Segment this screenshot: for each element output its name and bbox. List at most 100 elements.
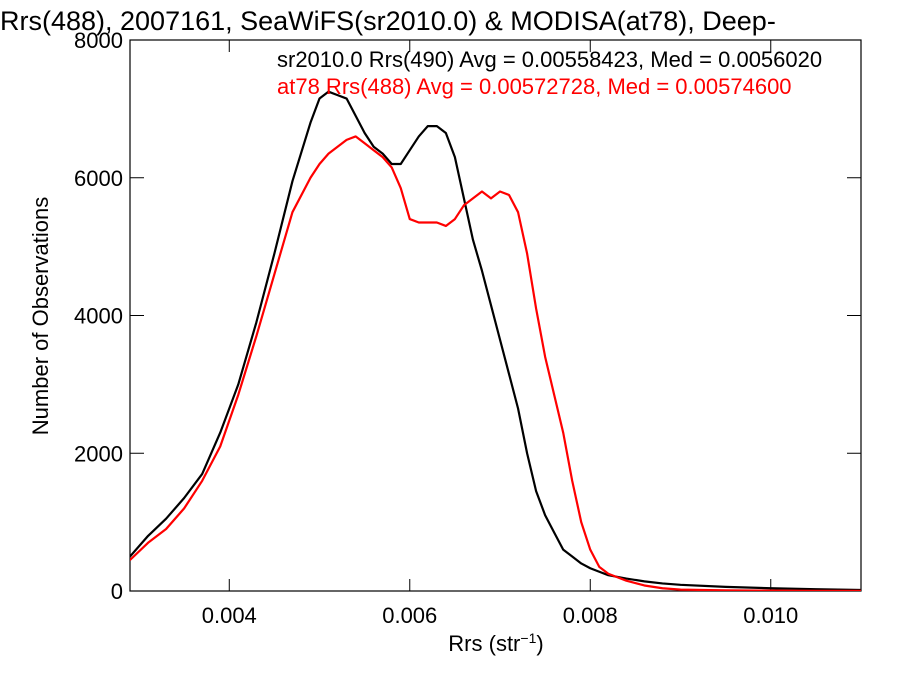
series-1-point [463, 197, 465, 200]
series-2-point [580, 521, 583, 523]
series-1-point [219, 431, 222, 434]
y-axis-label: Number of Observations [28, 197, 53, 435]
legend-entry-2: at78 Rrs(488) Avg = 0.00572728, Med = 0.… [277, 74, 792, 99]
y-tick-label: 0 [111, 579, 123, 604]
series-2-point [201, 480, 203, 482]
chart-title: Rrs(488), 2007161, SeaWiFS(sr2010.0) & M… [0, 6, 776, 36]
series-2-point [625, 579, 628, 582]
series-2-point [183, 507, 185, 510]
series-2-point [679, 588, 682, 591]
series-2-point [607, 572, 610, 575]
series-1-point [201, 473, 203, 475]
x-tick-label: 0.008 [563, 603, 618, 628]
series-1-point [336, 94, 339, 96]
series-2-point [490, 197, 492, 200]
series-2-point [661, 587, 664, 590]
series-1-point [291, 180, 294, 182]
x-tick-label: 0.004 [202, 603, 257, 628]
y-tick-label: 6000 [74, 166, 123, 191]
series-1-point [526, 452, 528, 455]
series-1-point [390, 163, 393, 165]
series-2-point [526, 252, 528, 255]
series-2-point [589, 548, 592, 551]
series-2-point [363, 142, 366, 145]
series-line-2 [130, 135, 861, 591]
x-axis-label-main: Rrs (str [448, 631, 520, 656]
series-1-point [571, 555, 574, 558]
axis-ticks: 0.004 0.006 0.008 0.010 0 2000 4000 6000 8000 [74, 28, 861, 628]
legend: sr2010.0 Rrs(490) Avg = 0.00558423, Med … [277, 47, 822, 99]
series-2-point [273, 273, 276, 275]
series-2-point [381, 156, 384, 158]
series-1-point [769, 587, 772, 590]
series-2-point [408, 218, 411, 220]
series-1-point [625, 577, 628, 580]
series-1-point [436, 125, 438, 127]
x-axis-label: Rrs (str−1) [448, 630, 543, 656]
series-1-point [589, 567, 592, 570]
series-1-point [562, 548, 564, 551]
y-tick-label: 2000 [74, 441, 123, 466]
series-1-point [661, 582, 664, 585]
series-2-point [454, 218, 456, 220]
series-2-point [769, 589, 772, 591]
series-1-point [363, 132, 366, 134]
series-1-point [544, 514, 546, 517]
series-2-point [237, 393, 240, 396]
series-2-point [147, 541, 149, 544]
series-1-point [508, 373, 510, 375]
series-1-point [454, 156, 456, 158]
series-1-point [309, 121, 312, 124]
series-1-point [237, 383, 240, 386]
series-1-point [535, 490, 537, 492]
series-2-point [417, 221, 420, 224]
series-1-point [417, 135, 420, 138]
series-2-point [860, 590, 861, 591]
series-1-point [318, 97, 321, 100]
series-2-point [130, 559, 131, 561]
series-1-point [580, 562, 583, 565]
series-1-point [399, 163, 402, 165]
data-lines [130, 90, 861, 591]
y-tick-label: 4000 [74, 304, 123, 329]
series-2-point [463, 204, 465, 207]
series-2-point [255, 335, 258, 337]
series-2-point [571, 480, 574, 482]
series-1-point [724, 586, 727, 588]
series-2-point [535, 307, 537, 310]
plot-frame [129, 39, 862, 592]
series-2-point [616, 576, 619, 579]
series-1-point [165, 517, 167, 520]
series-2-point [336, 145, 339, 148]
x-tick-label: 0.010 [743, 603, 798, 628]
series-2-point [372, 149, 375, 151]
series-2-point [318, 163, 321, 165]
y-tick-label: 8000 [74, 28, 123, 53]
series-1-point [445, 132, 447, 134]
series-1-point [472, 238, 474, 241]
series-1-point [147, 535, 149, 537]
series-1-point [598, 570, 601, 573]
series-1-point [643, 580, 646, 583]
series-2-point [436, 221, 438, 224]
series-1-point [499, 338, 501, 341]
series-2-point [445, 225, 447, 227]
series-2-point [354, 135, 357, 138]
series-1-point [327, 90, 330, 93]
series-2-point [598, 566, 601, 568]
series-2-point [553, 393, 555, 396]
series-1-point [372, 145, 375, 148]
series-2-point [390, 166, 393, 169]
series-2-point [219, 445, 222, 448]
series-1-point [183, 497, 185, 499]
legend-entry-1: sr2010.0 Rrs(490) Avg = 0.00558423, Med … [277, 47, 822, 72]
series-1-point [345, 97, 348, 100]
x-axis-label-superscript: −1 [520, 630, 536, 646]
series-2-point [481, 190, 483, 193]
series-1-point [517, 407, 519, 410]
series-1-point [481, 269, 483, 272]
series-2-point [499, 190, 501, 193]
series-2-point [291, 211, 294, 213]
series-2-point [508, 194, 510, 196]
